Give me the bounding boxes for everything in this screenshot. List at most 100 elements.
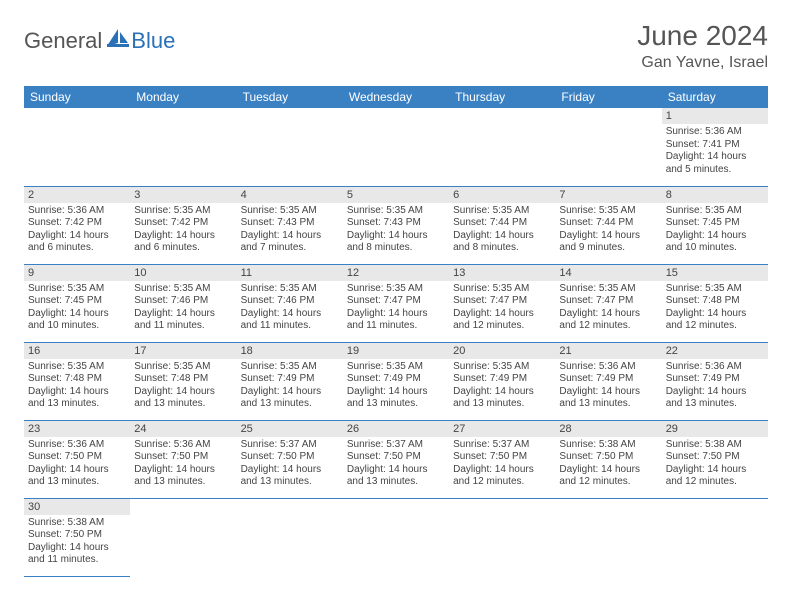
day-cell: 16Sunrise: 5:35 AMSunset: 7:48 PMDayligh…	[24, 342, 130, 420]
sunrise-text: Sunrise: 5:35 AM	[28, 361, 126, 374]
day-details: Sunrise: 5:38 AMSunset: 7:50 PMDaylight:…	[555, 437, 661, 491]
empty-cell	[130, 108, 236, 186]
empty-cell	[449, 108, 555, 186]
weekday-header: Friday	[555, 86, 661, 108]
day-details: Sunrise: 5:35 AMSunset: 7:47 PMDaylight:…	[555, 281, 661, 335]
day-number: 17	[130, 343, 236, 359]
daylight-text: Daylight: 14 hours and 11 minutes.	[241, 308, 339, 333]
daylight-text: Daylight: 14 hours and 13 minutes.	[453, 386, 551, 411]
day-details: Sunrise: 5:35 AMSunset: 7:46 PMDaylight:…	[237, 281, 343, 335]
day-number: 21	[555, 343, 661, 359]
day-cell: 6Sunrise: 5:35 AMSunset: 7:44 PMDaylight…	[449, 186, 555, 264]
day-number: 22	[662, 343, 768, 359]
day-cell: 20Sunrise: 5:35 AMSunset: 7:49 PMDayligh…	[449, 342, 555, 420]
day-number: 4	[237, 187, 343, 203]
day-cell: 30Sunrise: 5:38 AMSunset: 7:50 PMDayligh…	[24, 498, 130, 576]
day-number: 5	[343, 187, 449, 203]
day-details: Sunrise: 5:35 AMSunset: 7:43 PMDaylight:…	[343, 203, 449, 257]
calendar-body: 1Sunrise: 5:36 AMSunset: 7:41 PMDaylight…	[24, 108, 768, 576]
daylight-text: Daylight: 14 hours and 8 minutes.	[453, 230, 551, 255]
day-details: Sunrise: 5:35 AMSunset: 7:46 PMDaylight:…	[130, 281, 236, 335]
daylight-text: Daylight: 14 hours and 12 minutes.	[666, 464, 764, 489]
daylight-text: Daylight: 14 hours and 13 minutes.	[28, 386, 126, 411]
daylight-text: Daylight: 14 hours and 12 minutes.	[453, 464, 551, 489]
sunrise-text: Sunrise: 5:36 AM	[666, 126, 764, 139]
week-row: 9Sunrise: 5:35 AMSunset: 7:45 PMDaylight…	[24, 264, 768, 342]
sunrise-text: Sunrise: 5:38 AM	[559, 439, 657, 452]
day-cell: 21Sunrise: 5:36 AMSunset: 7:49 PMDayligh…	[555, 342, 661, 420]
daylight-text: Daylight: 14 hours and 10 minutes.	[666, 230, 764, 255]
logo-text-general: General	[24, 28, 102, 54]
empty-cell	[237, 498, 343, 576]
day-details: Sunrise: 5:37 AMSunset: 7:50 PMDaylight:…	[449, 437, 555, 491]
sunset-text: Sunset: 7:48 PM	[666, 295, 764, 308]
day-details: Sunrise: 5:35 AMSunset: 7:44 PMDaylight:…	[449, 203, 555, 257]
sunrise-text: Sunrise: 5:38 AM	[666, 439, 764, 452]
day-details: Sunrise: 5:36 AMSunset: 7:50 PMDaylight:…	[24, 437, 130, 491]
empty-cell	[130, 498, 236, 576]
empty-cell	[343, 108, 449, 186]
day-cell: 11Sunrise: 5:35 AMSunset: 7:46 PMDayligh…	[237, 264, 343, 342]
day-number: 15	[662, 265, 768, 281]
day-cell: 1Sunrise: 5:36 AMSunset: 7:41 PMDaylight…	[662, 108, 768, 186]
sunrise-text: Sunrise: 5:35 AM	[453, 205, 551, 218]
day-cell: 14Sunrise: 5:35 AMSunset: 7:47 PMDayligh…	[555, 264, 661, 342]
sunset-text: Sunset: 7:46 PM	[241, 295, 339, 308]
sunrise-text: Sunrise: 5:36 AM	[134, 439, 232, 452]
day-number: 25	[237, 421, 343, 437]
day-cell: 7Sunrise: 5:35 AMSunset: 7:44 PMDaylight…	[555, 186, 661, 264]
sunrise-text: Sunrise: 5:35 AM	[241, 283, 339, 296]
sunset-text: Sunset: 7:50 PM	[241, 451, 339, 464]
day-details: Sunrise: 5:35 AMSunset: 7:48 PMDaylight:…	[24, 359, 130, 413]
daylight-text: Daylight: 14 hours and 13 minutes.	[134, 464, 232, 489]
day-number: 2	[24, 187, 130, 203]
sunset-text: Sunset: 7:50 PM	[28, 451, 126, 464]
sunrise-text: Sunrise: 5:36 AM	[666, 361, 764, 374]
day-number: 6	[449, 187, 555, 203]
daylight-text: Daylight: 14 hours and 6 minutes.	[28, 230, 126, 255]
day-cell: 22Sunrise: 5:36 AMSunset: 7:49 PMDayligh…	[662, 342, 768, 420]
daylight-text: Daylight: 14 hours and 12 minutes.	[559, 464, 657, 489]
day-details: Sunrise: 5:37 AMSunset: 7:50 PMDaylight:…	[343, 437, 449, 491]
daylight-text: Daylight: 14 hours and 13 minutes.	[347, 464, 445, 489]
daylight-text: Daylight: 14 hours and 12 minutes.	[559, 308, 657, 333]
day-cell: 27Sunrise: 5:37 AMSunset: 7:50 PMDayligh…	[449, 420, 555, 498]
sunrise-text: Sunrise: 5:35 AM	[134, 205, 232, 218]
week-row: 23Sunrise: 5:36 AMSunset: 7:50 PMDayligh…	[24, 420, 768, 498]
daylight-text: Daylight: 14 hours and 10 minutes.	[28, 308, 126, 333]
sunrise-text: Sunrise: 5:35 AM	[241, 361, 339, 374]
day-details: Sunrise: 5:35 AMSunset: 7:45 PMDaylight:…	[24, 281, 130, 335]
day-number: 10	[130, 265, 236, 281]
sunset-text: Sunset: 7:49 PM	[559, 373, 657, 386]
day-details: Sunrise: 5:35 AMSunset: 7:42 PMDaylight:…	[130, 203, 236, 257]
logo: General Blue	[24, 28, 175, 54]
sunset-text: Sunset: 7:50 PM	[666, 451, 764, 464]
sunset-text: Sunset: 7:43 PM	[347, 217, 445, 230]
calendar-table: SundayMondayTuesdayWednesdayThursdayFrid…	[24, 86, 768, 577]
location: Gan Yavne, Israel	[637, 54, 768, 72]
day-cell: 4Sunrise: 5:35 AMSunset: 7:43 PMDaylight…	[237, 186, 343, 264]
weekday-header: Saturday	[662, 86, 768, 108]
weekday-header: Tuesday	[237, 86, 343, 108]
day-details: Sunrise: 5:35 AMSunset: 7:48 PMDaylight:…	[662, 281, 768, 335]
sunrise-text: Sunrise: 5:36 AM	[28, 205, 126, 218]
sunset-text: Sunset: 7:49 PM	[241, 373, 339, 386]
daylight-text: Daylight: 14 hours and 13 minutes.	[134, 386, 232, 411]
day-number: 29	[662, 421, 768, 437]
sunset-text: Sunset: 7:50 PM	[134, 451, 232, 464]
day-cell: 15Sunrise: 5:35 AMSunset: 7:48 PMDayligh…	[662, 264, 768, 342]
day-details: Sunrise: 5:35 AMSunset: 7:49 PMDaylight:…	[237, 359, 343, 413]
sunrise-text: Sunrise: 5:35 AM	[347, 205, 445, 218]
sunrise-text: Sunrise: 5:35 AM	[241, 205, 339, 218]
sunrise-text: Sunrise: 5:35 AM	[134, 283, 232, 296]
sunrise-text: Sunrise: 5:37 AM	[347, 439, 445, 452]
day-number: 20	[449, 343, 555, 359]
day-cell: 24Sunrise: 5:36 AMSunset: 7:50 PMDayligh…	[130, 420, 236, 498]
empty-cell	[24, 108, 130, 186]
sunset-text: Sunset: 7:48 PM	[28, 373, 126, 386]
sunrise-text: Sunrise: 5:36 AM	[559, 361, 657, 374]
weekday-header: Thursday	[449, 86, 555, 108]
daylight-text: Daylight: 14 hours and 11 minutes.	[28, 542, 126, 567]
day-cell: 19Sunrise: 5:35 AMSunset: 7:49 PMDayligh…	[343, 342, 449, 420]
sunset-text: Sunset: 7:48 PM	[134, 373, 232, 386]
